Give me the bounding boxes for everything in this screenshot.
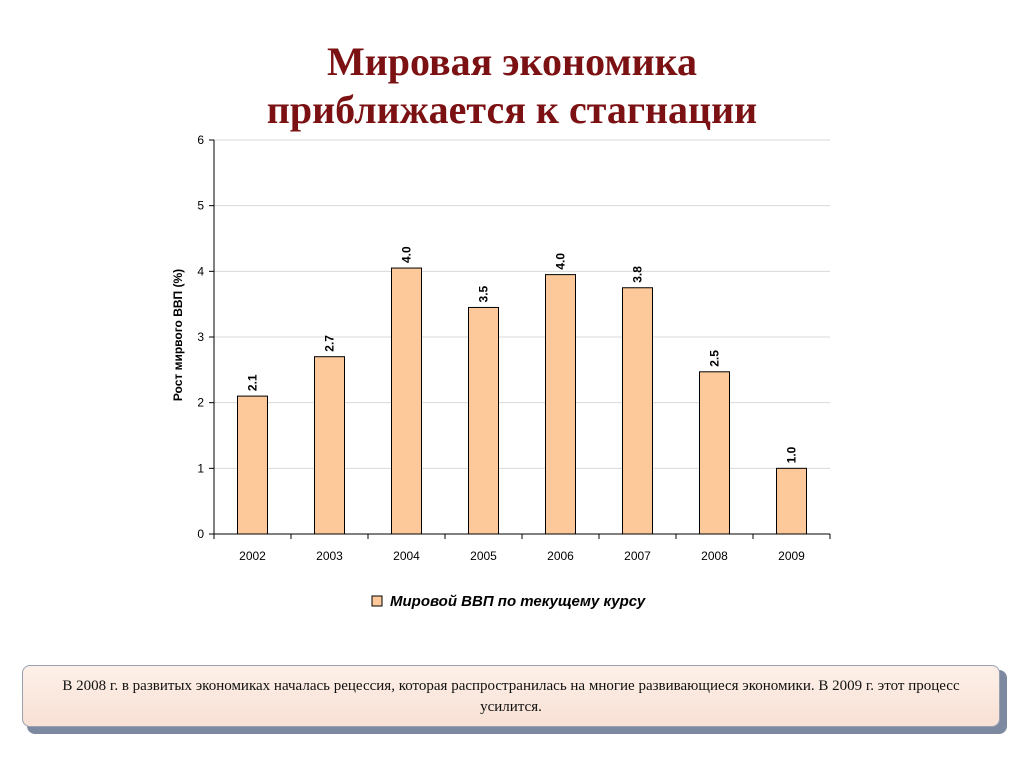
data-label-2008: 2.5 [708,350,722,367]
data-label-2003: 2.7 [323,335,337,352]
slide-title-line-2: приближается к стагнации [266,87,758,132]
data-label-2005: 3.5 [477,285,491,302]
legend-swatch [371,595,383,607]
chart-gridlines [214,139,830,469]
x-tick-label: 2003 [316,549,343,563]
bar-2002 [237,395,268,535]
x-tick-label: 2004 [393,549,420,563]
y-tick-label: 2 [197,396,204,410]
x-tick-label: 2009 [778,549,805,563]
bar-2003 [314,356,345,535]
chart-labels: 0 1 2 3 4 5 6 2002 2.1 2003 2.7 2004 4.0 2005 3.5 2006 4… [197,133,805,563]
y-tick-label: 0 [197,527,204,541]
data-label-2009: 1.0 [785,446,799,463]
bar-2009 [776,467,807,535]
y-tick-label: 4 [197,264,204,278]
bar-2005 [468,306,499,535]
gdp-growth-bar-chart: 0 1 2 3 4 5 6 2002 2.1 2003 2.7 2004 4.0 2005 3.5 2006 4… [171,133,831,610]
note-box: В 2008 г. в развитых экономиках началась… [22,665,1000,727]
x-tick-label: 2006 [547,549,574,563]
bar-2004 [391,267,422,535]
note-text: В 2008 г. в развитых экономиках началась… [62,678,960,715]
x-tick-label: 2007 [624,549,651,563]
y-axis-title: Рост мирвого ВВП (%) [171,269,185,401]
bar-2007 [622,287,653,535]
y-tick-label: 1 [197,461,204,475]
x-tick-label: 2008 [701,549,728,563]
y-tick-label: 3 [197,330,204,344]
bar-2006 [545,274,576,535]
data-label-2002: 2.1 [246,374,260,391]
legend-label: Мировой ВВП по текущему курсу [390,593,646,610]
bar-2008 [699,371,730,535]
chart-legend: Мировой ВВП по текущему курсу [371,593,646,610]
chart-axes [209,139,831,539]
data-label-2007: 3.8 [631,266,645,283]
chart-bars [237,267,807,535]
y-tick-label: 6 [197,133,204,147]
slide-title-line-1: Мировая экономика [326,39,698,84]
data-label-2004: 4.0 [400,246,414,263]
x-tick-label: 2002 [239,549,266,563]
y-tick-label: 5 [197,199,204,213]
x-tick-label: 2005 [470,549,497,563]
data-label-2006: 4.0 [554,253,568,270]
slide-title: Мировая экономика приближается к стагнац… [0,38,1024,134]
